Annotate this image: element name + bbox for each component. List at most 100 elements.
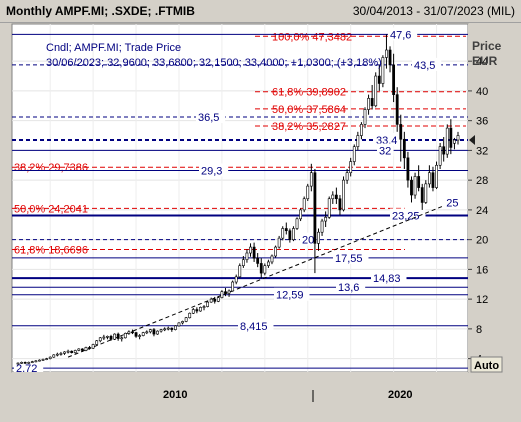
candle-body-70 [267,261,270,266]
chart-title: Monthly AMPF.MI; .SXDE; .FTMIB [6,4,195,18]
candle-body-122 [453,139,456,144]
y-tick-label-40: 40 [476,86,488,98]
candle-body-30 [123,333,127,339]
candle-body-110 [410,179,413,196]
hline-label-bg-5 [199,163,229,177]
legend-line-1: Cndl; AMPF.MI; Trade Price [46,42,181,54]
candle-body-83 [313,172,317,244]
hline-label-8: 17,55 [335,253,363,265]
candle-body-17 [77,348,81,351]
candle-body-51 [199,307,202,312]
candle-body-75 [284,228,288,232]
hline-label-bg-12 [238,318,274,332]
candle-body-113 [420,187,424,203]
candle-body-5 [34,360,38,363]
candle-body-85 [320,220,324,233]
candle-body-31 [127,331,131,334]
candle-body-119 [442,146,446,155]
candle-body-67 [256,257,260,264]
candle-body-48 [188,312,192,319]
candle-body-28 [116,333,120,339]
candle-body-80 [302,198,306,211]
candle-body-105 [392,64,396,95]
candle-body-14 [66,350,70,353]
era-label-2010: 2010 [163,389,187,401]
candle-body-13 [63,351,66,354]
candle-body-6 [38,359,41,362]
candle-body-11 [55,353,59,356]
hline-label-bg-1 [412,57,442,71]
candle-body-93 [349,161,353,174]
candle-body-118 [438,146,442,166]
candle-body-58 [224,291,227,294]
auto-scale-button[interactable] [470,356,503,373]
candle-body-16 [73,350,77,353]
candle-body-65 [249,246,252,254]
candle-body-116 [431,172,435,188]
candle-body-46 [181,321,184,324]
candle-body-96 [360,124,363,136]
candle-body-23 [98,337,102,342]
candle-body-86 [324,217,328,222]
candle-body-45 [177,322,181,327]
candle-body-97 [363,109,367,125]
candle-body-0 [16,362,20,365]
candle-body-100 [374,75,378,107]
candle-body-104 [388,49,392,66]
y-axis-title: Price [472,39,502,53]
candle-body-12 [59,353,63,355]
candle-body-20 [88,347,91,349]
hline-label-bg-7 [300,232,317,246]
candle-body-19 [84,347,88,351]
candle-body-84 [317,231,320,244]
hline-label-4: 32 [379,145,391,157]
trendline-label: 25 [446,197,458,209]
candle-body-123 [456,135,460,141]
hline-label-bg-9 [371,271,407,285]
candle-body-22 [95,340,99,345]
candle-body-102 [381,57,385,84]
hline-label-bg-10 [336,280,366,294]
candle-body-43 [170,327,174,330]
candle-body-52 [202,306,206,308]
candle-body-42 [166,327,170,330]
hline-label-bg-0 [388,27,418,41]
candle-body-62 [238,265,242,278]
y-tick-label-28: 28 [476,175,488,187]
candle-body-106 [395,94,399,125]
fib-label-3: 38,2% 35,2827 [272,121,346,133]
candle-body-59 [227,290,231,294]
candle-body-115 [427,172,431,185]
fib-label-2: 50,0% 37,5864 [272,104,346,116]
fib-label-6: 61,8% 18,6696 [14,245,88,257]
candle-body-10 [52,354,56,358]
hline-label-1: 43,5 [414,60,435,72]
candle-body-26 [109,336,113,340]
candle-body-103 [385,49,388,58]
candle-body-69 [263,265,267,274]
hline-label-bg-2 [196,109,226,123]
candle-body-35 [141,332,145,336]
hline-label-7: 20 [302,235,314,247]
candle-body-33 [134,332,138,337]
hline-label-2: 36,5 [198,112,219,124]
legend-line-2: 30/06/2023; 32,9600; 33,6800; 32,1500; 3… [46,57,382,69]
auto-scale-label: Auto [474,360,499,372]
candle-body-47 [184,317,188,322]
candle-body-36 [145,331,149,334]
candle-body-2 [23,362,27,364]
candle-body-7 [41,359,45,361]
y-tick-label-20: 20 [476,235,488,247]
candle-body-40 [159,329,163,332]
candle-body-76 [288,230,292,240]
candle-body-49 [191,309,195,314]
candle-body-53 [206,301,209,307]
candle-body-88 [331,194,335,200]
y-tick-label-36: 36 [476,116,488,128]
y-tick-label-24: 24 [476,205,488,217]
candle-body-25 [106,336,109,338]
candle-body-61 [234,276,238,283]
hline-label-10: 13,6 [338,282,359,294]
candle-body-37 [148,329,152,333]
